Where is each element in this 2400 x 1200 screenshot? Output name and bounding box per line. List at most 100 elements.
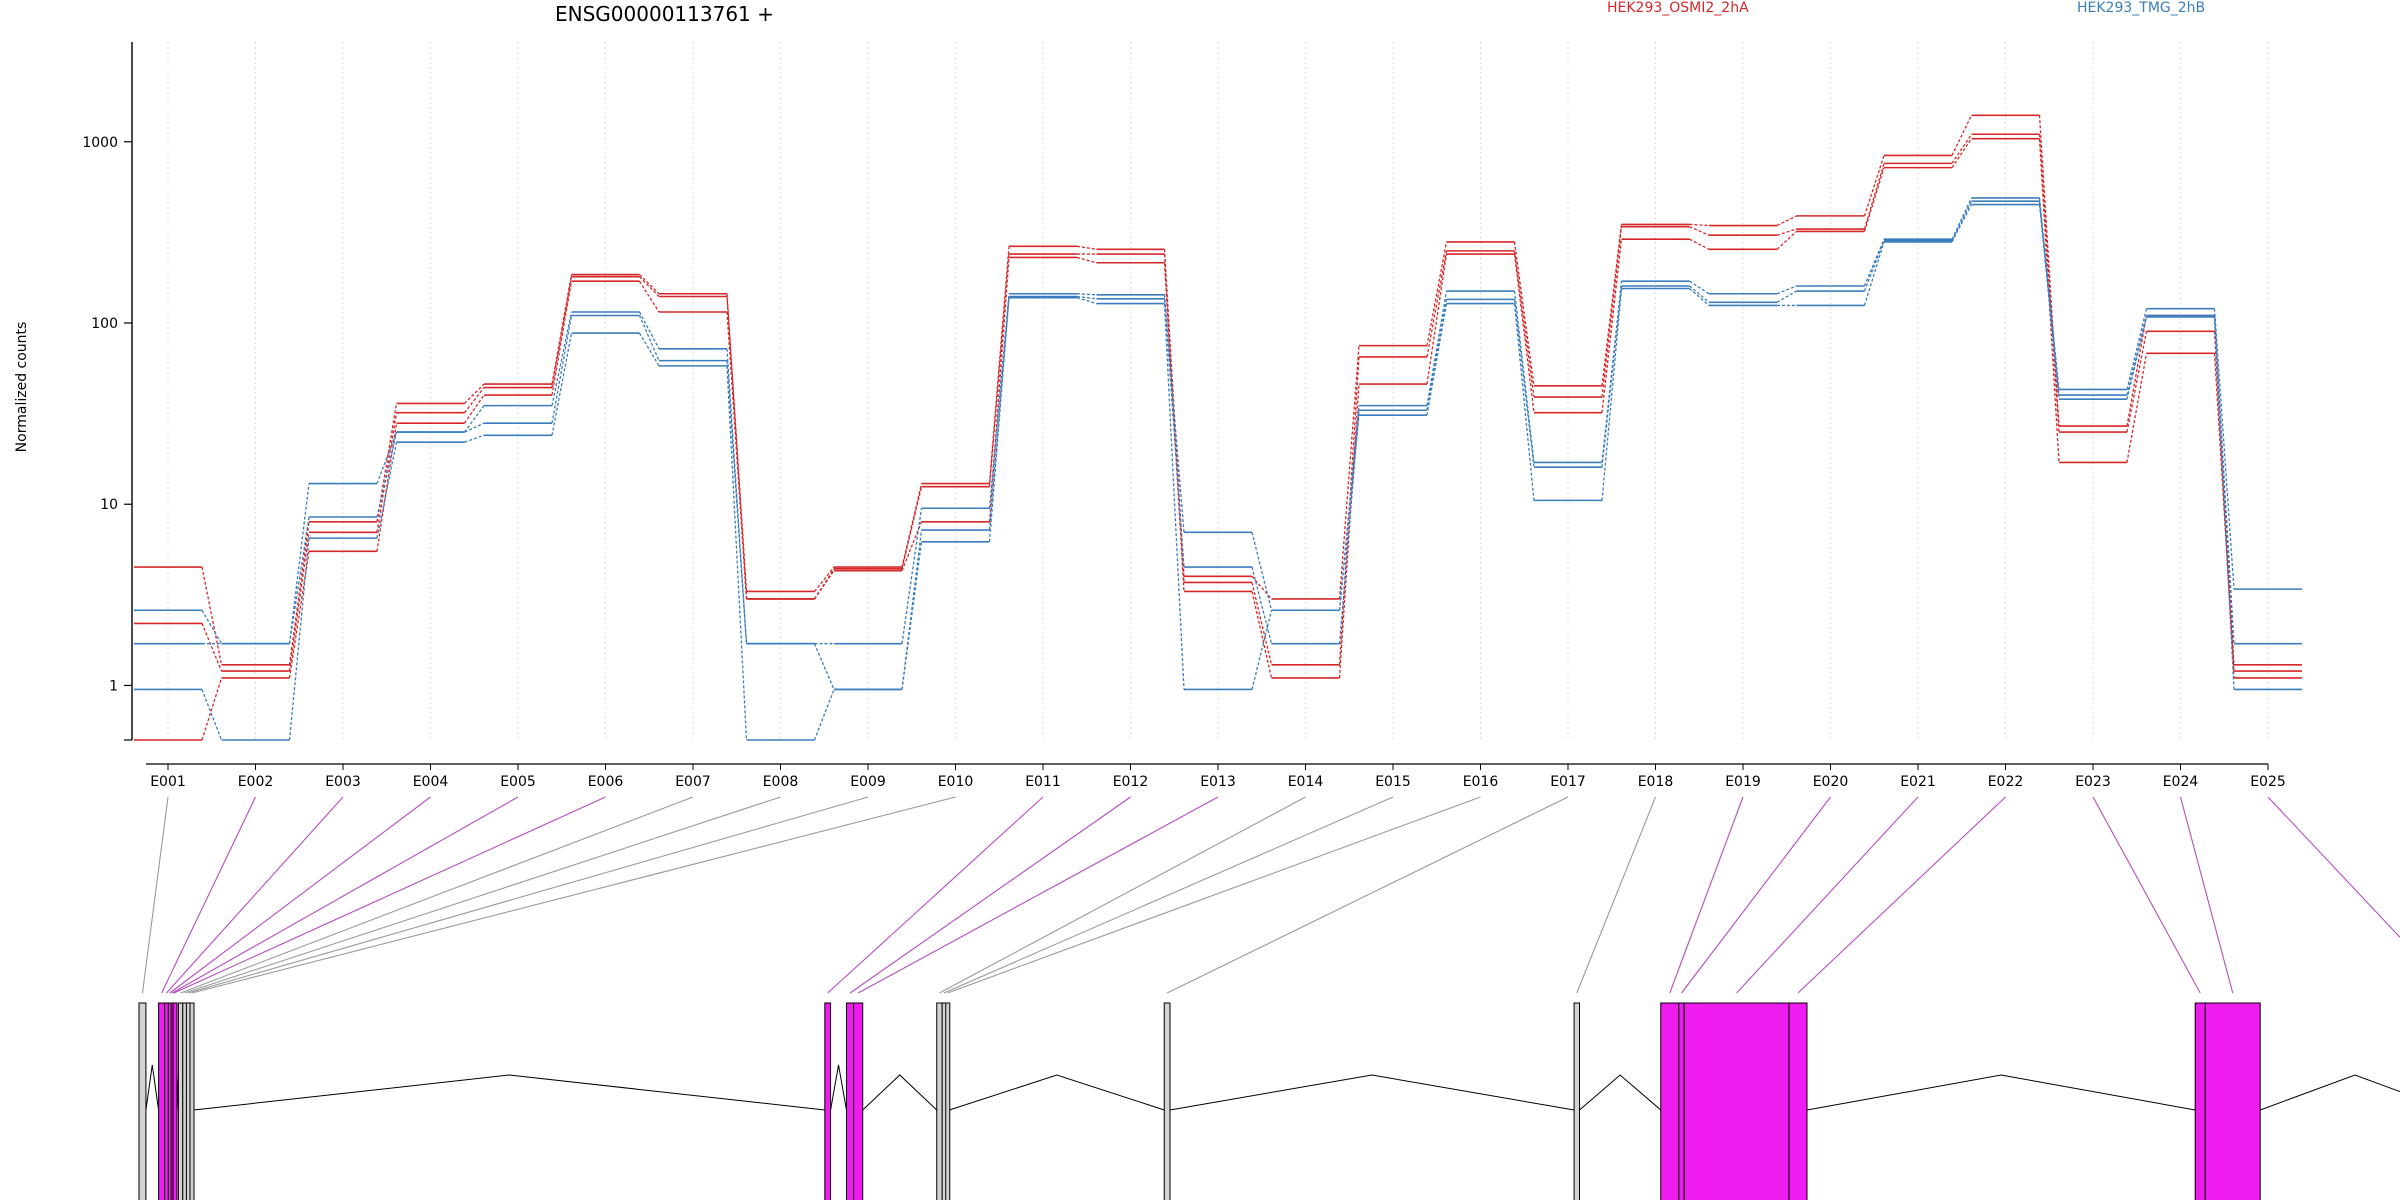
intron-line	[193, 1074, 825, 1111]
series-connector	[464, 422, 485, 433]
intron-line	[145, 1064, 160, 1111]
axes: 1 10 100 1000	[82, 42, 2268, 765]
series-connector	[638, 332, 660, 367]
series-connector	[638, 280, 660, 313]
series-connector	[1251, 582, 1273, 665]
x-tick-label: E020	[1813, 774, 1849, 790]
series-connector	[288, 551, 310, 679]
series-connector	[813, 566, 835, 592]
series-connector	[463, 394, 485, 424]
x-tick-label: E018	[1638, 774, 1674, 790]
exon-connector	[1797, 796, 2006, 994]
exon-connector	[2179, 796, 2234, 994]
series-connector	[988, 254, 1010, 487]
series-connector	[1601, 226, 1623, 398]
x-tick-label: E003	[325, 774, 361, 790]
series-connector	[901, 508, 923, 644]
series-connector	[1689, 280, 1710, 295]
x-tick-label: E008	[763, 774, 799, 790]
exon-connector	[161, 796, 256, 994]
exon-box	[845, 1002, 855, 1200]
x-tick-label: E004	[413, 774, 449, 790]
series-connector	[1863, 238, 1885, 287]
x-tick-label: E010	[938, 774, 974, 790]
series-connector	[1163, 303, 1185, 690]
series-connector	[288, 516, 310, 644]
series-connector	[2126, 353, 2148, 463]
x-tick-label: E017	[1550, 774, 1586, 790]
series-connector	[813, 689, 835, 741]
series-connector	[2038, 204, 2060, 400]
series-connector	[288, 521, 310, 665]
series-connector	[1076, 245, 1097, 250]
series-connector	[1076, 295, 1097, 300]
series-connector	[1513, 254, 1535, 413]
series-connector	[551, 276, 573, 388]
exon-connector	[141, 796, 169, 994]
series-connector	[638, 315, 660, 361]
series-connector	[1863, 240, 1885, 292]
series-connector	[1426, 241, 1448, 346]
x-tick-label: E024	[2163, 774, 2199, 790]
series-connector	[1426, 253, 1448, 385]
series-connector	[463, 387, 485, 414]
series-connector	[988, 297, 1010, 542]
series-connector	[2126, 315, 2148, 427]
series-connector	[1251, 610, 1273, 690]
legend-entry-osmi2: HEK293_OSMI2_2hA	[1607, 0, 1749, 16]
exon-connector	[849, 796, 1131, 994]
series-connector	[1776, 290, 1797, 303]
series-connector	[464, 383, 485, 404]
series-connector	[376, 423, 398, 552]
exon-connector	[1736, 796, 1919, 994]
x-tick-label: E023	[2075, 774, 2111, 790]
series-connector	[1601, 224, 1623, 386]
exon-connector	[173, 796, 606, 994]
series-connector	[726, 360, 748, 644]
series-connector	[726, 311, 748, 600]
exon-connector	[2092, 796, 2201, 994]
intron-line	[862, 1074, 938, 1111]
series-connector	[201, 566, 223, 665]
series-connector	[1513, 250, 1535, 398]
series-connector	[1776, 228, 1797, 236]
series-connector	[1863, 241, 1885, 306]
x-tick-label: E009	[850, 774, 886, 790]
series-connector	[638, 311, 660, 350]
exon-connector	[939, 796, 1306, 994]
series-connector	[2126, 315, 2148, 396]
exon-connector	[180, 796, 694, 994]
series-connector	[1426, 303, 1448, 416]
y-tick-label: 1000	[82, 135, 118, 151]
series-connector	[1689, 226, 1710, 236]
x-tick-label: E006	[588, 774, 624, 790]
series-connector	[201, 623, 223, 672]
series-connector	[988, 257, 1010, 522]
series-connector	[288, 538, 310, 741]
x-tick-label: E001	[150, 774, 186, 790]
series-connector	[1513, 299, 1535, 468]
exon-tick-labels: E001 E002 E003 E004 E005 E006 E007 E008 E009 E010…	[150, 764, 2286, 790]
series-connector	[2213, 308, 2235, 590]
series-connector	[2213, 315, 2235, 665]
series-connector	[901, 483, 923, 568]
series-connector	[1076, 256, 1097, 264]
series-connector	[1251, 591, 1273, 679]
series-connector	[1951, 204, 1973, 243]
intron-line	[1169, 1074, 1575, 1111]
series-connector	[201, 609, 223, 645]
exon-box	[1660, 1002, 1680, 1200]
series-connector	[1951, 133, 1973, 164]
exon-connector	[184, 796, 781, 994]
series-connector	[1426, 299, 1448, 411]
series-connector	[376, 431, 398, 484]
series-connector	[463, 405, 485, 433]
exon-connector	[188, 796, 869, 994]
series-connector	[1251, 566, 1273, 644]
exon-connectors	[141, 796, 2400, 994]
series-connector	[1689, 238, 1710, 250]
exon-connector	[827, 796, 1044, 994]
exon-box	[824, 1002, 832, 1200]
series-connector	[1076, 297, 1097, 305]
